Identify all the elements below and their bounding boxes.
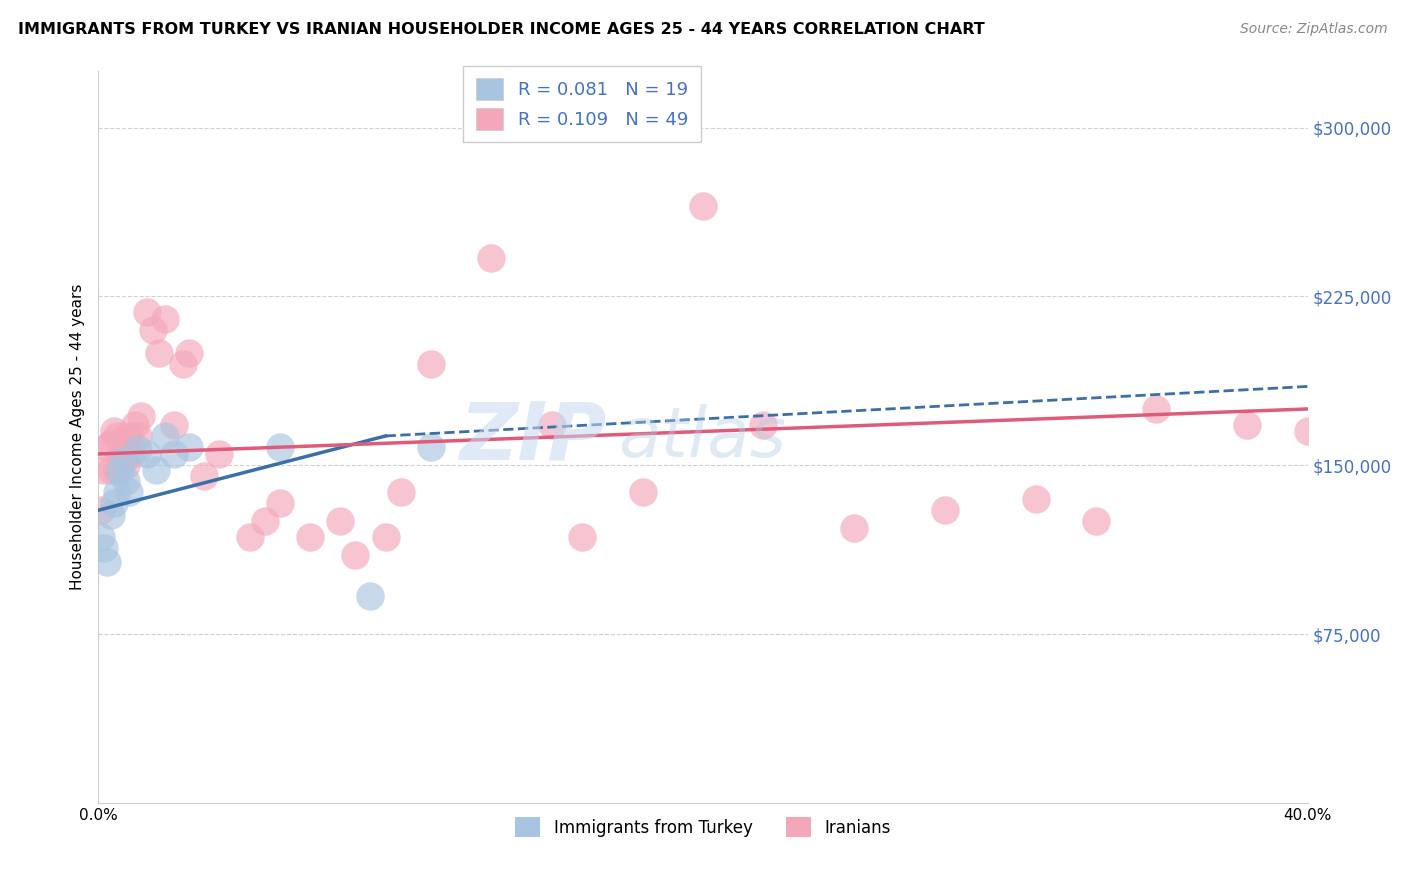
Point bbox=[934, 503, 956, 517]
Point bbox=[105, 429, 128, 443]
Point bbox=[96, 555, 118, 569]
Point bbox=[1144, 401, 1167, 416]
Point bbox=[135, 447, 157, 461]
Point bbox=[105, 463, 128, 477]
Legend: Immigrants from Turkey, Iranians: Immigrants from Turkey, Iranians bbox=[508, 809, 898, 846]
Point bbox=[90, 503, 112, 517]
Point bbox=[111, 440, 134, 454]
Point bbox=[100, 508, 122, 522]
Point bbox=[179, 440, 201, 454]
Point bbox=[129, 409, 152, 423]
Point bbox=[631, 485, 654, 500]
Point bbox=[752, 417, 775, 432]
Point bbox=[329, 515, 352, 529]
Point bbox=[111, 453, 134, 467]
Point bbox=[108, 435, 131, 450]
Point bbox=[481, 251, 503, 265]
Point bbox=[124, 417, 146, 432]
Point bbox=[96, 440, 118, 454]
Point bbox=[540, 417, 562, 432]
Point bbox=[108, 453, 131, 467]
Point bbox=[145, 463, 167, 477]
Point bbox=[253, 515, 276, 529]
Point bbox=[163, 417, 186, 432]
Point bbox=[420, 440, 443, 454]
Point bbox=[135, 305, 157, 319]
Text: ZIP: ZIP bbox=[458, 398, 606, 476]
Point bbox=[1085, 515, 1108, 529]
Point bbox=[114, 474, 136, 488]
Point bbox=[344, 548, 367, 562]
Point bbox=[103, 425, 125, 439]
Point bbox=[1296, 425, 1319, 439]
Point bbox=[121, 447, 143, 461]
Point bbox=[114, 431, 136, 445]
Point bbox=[844, 521, 866, 535]
Point bbox=[1024, 491, 1046, 506]
Point bbox=[153, 429, 176, 443]
Point bbox=[208, 447, 231, 461]
Point bbox=[105, 485, 128, 500]
Point bbox=[114, 458, 136, 473]
Point bbox=[148, 345, 170, 359]
Point bbox=[100, 435, 122, 450]
Point bbox=[90, 530, 112, 544]
Point bbox=[118, 485, 141, 500]
Point bbox=[100, 463, 122, 477]
Point bbox=[1236, 417, 1258, 432]
Point bbox=[93, 541, 115, 556]
Point bbox=[127, 429, 149, 443]
Point bbox=[692, 199, 714, 213]
Point bbox=[108, 465, 131, 479]
Point bbox=[163, 447, 186, 461]
Point bbox=[193, 469, 215, 483]
Point bbox=[153, 312, 176, 326]
Point bbox=[269, 496, 291, 510]
Point bbox=[389, 485, 412, 500]
Point bbox=[420, 357, 443, 371]
Point bbox=[103, 496, 125, 510]
Point bbox=[239, 530, 262, 544]
Point bbox=[571, 530, 593, 544]
Y-axis label: Householder Income Ages 25 - 44 years: Householder Income Ages 25 - 44 years bbox=[69, 284, 84, 591]
Point bbox=[93, 463, 115, 477]
Point bbox=[179, 345, 201, 359]
Text: atlas: atlas bbox=[619, 403, 786, 471]
Point bbox=[299, 530, 322, 544]
Point bbox=[118, 429, 141, 443]
Point bbox=[360, 589, 382, 603]
Point bbox=[127, 442, 149, 457]
Point bbox=[172, 357, 194, 371]
Point bbox=[142, 323, 165, 337]
Point bbox=[269, 440, 291, 454]
Text: Source: ZipAtlas.com: Source: ZipAtlas.com bbox=[1240, 22, 1388, 37]
Text: IMMIGRANTS FROM TURKEY VS IRANIAN HOUSEHOLDER INCOME AGES 25 - 44 YEARS CORRELAT: IMMIGRANTS FROM TURKEY VS IRANIAN HOUSEH… bbox=[18, 22, 986, 37]
Point bbox=[374, 530, 396, 544]
